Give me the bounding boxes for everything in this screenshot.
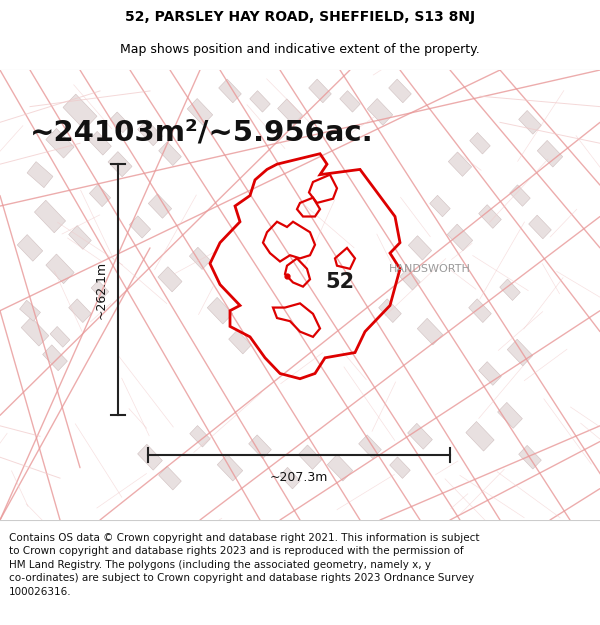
Text: Contains OS data © Crown copyright and database right 2021. This information is : Contains OS data © Crown copyright and d…: [9, 532, 479, 597]
FancyBboxPatch shape: [359, 435, 382, 459]
FancyBboxPatch shape: [21, 318, 49, 346]
FancyBboxPatch shape: [46, 254, 74, 284]
FancyBboxPatch shape: [190, 248, 211, 269]
Text: HANDSWORTH: HANDSWORTH: [389, 264, 471, 274]
FancyBboxPatch shape: [278, 99, 302, 125]
FancyBboxPatch shape: [390, 457, 410, 478]
FancyBboxPatch shape: [479, 362, 502, 386]
FancyBboxPatch shape: [400, 269, 420, 290]
Text: ~207.3m: ~207.3m: [270, 471, 328, 484]
FancyBboxPatch shape: [158, 267, 182, 292]
FancyBboxPatch shape: [190, 426, 210, 447]
FancyBboxPatch shape: [470, 132, 490, 154]
FancyBboxPatch shape: [448, 152, 472, 176]
FancyBboxPatch shape: [379, 299, 401, 322]
FancyBboxPatch shape: [108, 152, 132, 177]
Text: 52: 52: [325, 272, 355, 292]
FancyBboxPatch shape: [529, 215, 551, 239]
FancyBboxPatch shape: [280, 468, 300, 489]
FancyBboxPatch shape: [500, 279, 520, 301]
Text: ~24103m²/~5.956ac.: ~24103m²/~5.956ac.: [30, 119, 374, 147]
FancyBboxPatch shape: [389, 79, 412, 102]
FancyBboxPatch shape: [407, 423, 433, 449]
FancyBboxPatch shape: [466, 421, 494, 451]
FancyBboxPatch shape: [250, 91, 270, 112]
FancyBboxPatch shape: [27, 162, 53, 188]
FancyBboxPatch shape: [308, 79, 331, 102]
FancyBboxPatch shape: [367, 99, 393, 125]
FancyBboxPatch shape: [229, 330, 251, 354]
FancyBboxPatch shape: [148, 194, 172, 218]
Text: 52, PARSLEY HAY ROAD, SHEFFIELD, S13 8NJ: 52, PARSLEY HAY ROAD, SHEFFIELD, S13 8NJ: [125, 10, 475, 24]
FancyBboxPatch shape: [340, 91, 360, 112]
FancyBboxPatch shape: [207, 298, 233, 324]
FancyBboxPatch shape: [20, 300, 40, 321]
FancyBboxPatch shape: [43, 345, 67, 371]
FancyBboxPatch shape: [63, 94, 97, 129]
FancyBboxPatch shape: [17, 234, 43, 261]
FancyBboxPatch shape: [34, 200, 65, 232]
FancyBboxPatch shape: [158, 466, 181, 490]
FancyBboxPatch shape: [187, 99, 213, 125]
FancyBboxPatch shape: [537, 141, 563, 167]
FancyBboxPatch shape: [217, 454, 243, 481]
FancyBboxPatch shape: [417, 318, 443, 345]
FancyBboxPatch shape: [89, 131, 112, 155]
FancyBboxPatch shape: [518, 446, 541, 469]
FancyBboxPatch shape: [507, 339, 533, 366]
FancyBboxPatch shape: [91, 281, 109, 299]
FancyBboxPatch shape: [497, 402, 523, 428]
Text: ~262.1m: ~262.1m: [95, 261, 108, 319]
FancyBboxPatch shape: [50, 326, 70, 348]
FancyBboxPatch shape: [110, 112, 130, 132]
FancyBboxPatch shape: [248, 435, 271, 459]
FancyBboxPatch shape: [158, 142, 181, 166]
FancyBboxPatch shape: [409, 236, 431, 260]
FancyBboxPatch shape: [479, 204, 502, 228]
FancyBboxPatch shape: [518, 111, 541, 134]
FancyBboxPatch shape: [68, 226, 91, 249]
FancyBboxPatch shape: [130, 216, 151, 238]
FancyBboxPatch shape: [447, 224, 473, 251]
FancyBboxPatch shape: [430, 196, 450, 217]
FancyBboxPatch shape: [89, 184, 110, 207]
FancyBboxPatch shape: [327, 454, 353, 481]
FancyBboxPatch shape: [137, 444, 163, 470]
FancyBboxPatch shape: [298, 445, 322, 469]
FancyBboxPatch shape: [510, 185, 530, 206]
FancyBboxPatch shape: [137, 120, 163, 146]
FancyBboxPatch shape: [469, 299, 491, 322]
FancyBboxPatch shape: [68, 299, 91, 322]
FancyBboxPatch shape: [46, 129, 74, 158]
FancyBboxPatch shape: [218, 79, 241, 102]
Text: Map shows position and indicative extent of the property.: Map shows position and indicative extent…: [120, 42, 480, 56]
